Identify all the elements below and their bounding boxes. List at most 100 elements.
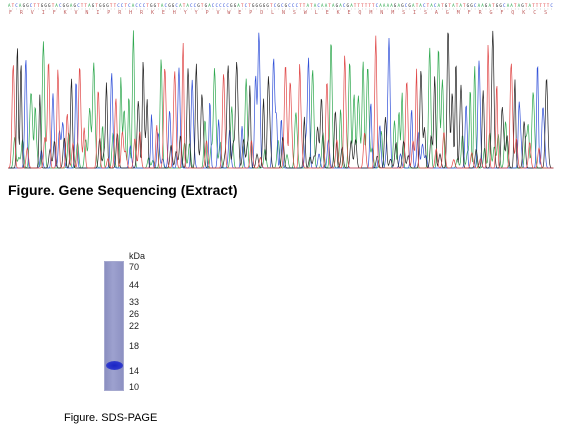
sequence-letter: A xyxy=(55,3,58,8)
sequence-letter: T xyxy=(270,3,273,8)
sequence-letter: T xyxy=(110,3,113,8)
sequence-letter: C xyxy=(288,3,291,8)
sequence-letter: G xyxy=(106,3,109,8)
sequence-letter: T xyxy=(368,3,371,8)
sequence-letter: T xyxy=(183,3,186,8)
sequence-letter: C xyxy=(117,3,120,8)
sequence-letter: C xyxy=(165,3,168,8)
sequence-letter: C xyxy=(216,3,219,8)
sequence-letter: T xyxy=(365,3,368,8)
sequence-letter: G xyxy=(347,3,350,8)
amino-acid-letter: F xyxy=(468,10,471,16)
amino-acid-letter: I xyxy=(96,10,99,16)
sequence-letter: T xyxy=(299,3,302,8)
sequence-letter: G xyxy=(496,3,499,8)
sequence-letter: C xyxy=(274,3,277,8)
sequence-letter: A xyxy=(132,3,135,8)
sequence-letter: C xyxy=(281,3,284,8)
sequence-letter: A xyxy=(237,3,240,8)
amino-acid-letter: P xyxy=(107,10,110,16)
amino-acid-letter: M xyxy=(391,10,394,16)
sequence-letter: G xyxy=(445,3,448,8)
sequence-letter: T xyxy=(448,3,451,8)
sequence-letter: C xyxy=(15,3,18,8)
sequence-letter: C xyxy=(139,3,142,8)
sequence-letter: G xyxy=(99,3,102,8)
amino-acid-letter: E xyxy=(238,10,241,16)
amino-acid-letter: E xyxy=(348,10,351,16)
marker-label-26: 26 xyxy=(129,309,140,319)
sequence-letter: G xyxy=(499,3,502,8)
gel-lane xyxy=(104,261,124,391)
sequence-letter: T xyxy=(34,3,37,8)
sequence-letter: A xyxy=(208,3,211,8)
amino-acid-letter: G xyxy=(446,10,449,16)
sequence-letter: G xyxy=(103,3,106,8)
sequence-letter: G xyxy=(66,3,69,8)
sequence-letter: T xyxy=(547,3,550,8)
sequence-letter: C xyxy=(190,3,193,8)
sequence-letter: C xyxy=(423,3,426,8)
sequence-letter: C xyxy=(317,3,320,8)
sequence-letter: T xyxy=(441,3,444,8)
sequence-letter: G xyxy=(521,3,524,8)
protein-band xyxy=(106,361,123,371)
sequence-letter: A xyxy=(179,3,182,8)
sequence-letter: A xyxy=(529,3,532,8)
sequence-letter: A xyxy=(518,3,521,8)
sequence-letter: C xyxy=(143,3,146,8)
sequence-letter: G xyxy=(23,3,26,8)
marker-unit-label: kDa xyxy=(129,251,146,261)
sequence-letter: T xyxy=(248,3,251,8)
sequence-letter: G xyxy=(230,3,233,8)
sequence-letter: T xyxy=(539,3,542,8)
sequence-letter: T xyxy=(241,3,244,8)
sequence-letter: C xyxy=(30,3,33,8)
amino-acid-letter: R xyxy=(479,10,483,16)
sequence-letter: G xyxy=(336,3,339,8)
sequence-letter: G xyxy=(172,3,175,8)
amino-acid-letter: H xyxy=(173,10,176,16)
sequence-letter: T xyxy=(543,3,546,8)
amino-acid-letter: R xyxy=(20,10,24,16)
sequence-letter: T xyxy=(12,3,15,8)
amino-acid-letter: M xyxy=(457,10,460,16)
amino-acid-letter: F xyxy=(9,10,12,16)
sequence-letter: T xyxy=(427,3,430,8)
sequence-letter: A xyxy=(438,3,441,8)
sequence-letter: T xyxy=(310,3,313,8)
molecular-weight-markers: kDa 70 44 33 26 22 18 14 10 xyxy=(129,251,169,396)
sequence-letter: T xyxy=(37,3,40,8)
amino-acid-letter: S xyxy=(544,10,547,16)
sequence-letter: T xyxy=(525,3,528,8)
amino-acid-letter: W xyxy=(304,10,308,16)
sequence-letter: C xyxy=(550,3,553,8)
amino-acid-letter: P xyxy=(249,10,252,16)
sequence-letter: C xyxy=(405,3,408,8)
amino-acid-letter: N xyxy=(380,10,383,16)
sequence-letter: G xyxy=(485,3,488,8)
sequence-letter: T xyxy=(52,3,55,8)
sequence-letter: T xyxy=(146,3,149,8)
amino-acid-letter: S xyxy=(402,10,405,16)
amino-acid-letter: S xyxy=(293,10,296,16)
sequence-letter: G xyxy=(277,3,280,8)
sequence-letter: A xyxy=(325,3,328,8)
trace-G-line xyxy=(8,30,554,169)
amino-acid-letter: A xyxy=(435,10,438,16)
marker-label-70: 70 xyxy=(129,262,140,272)
trace-T-line xyxy=(8,35,554,169)
sequence-letter: C xyxy=(128,3,131,8)
amino-acid-letter: G xyxy=(490,10,493,16)
sequence-letter: C xyxy=(212,3,215,8)
sequence-letter: A xyxy=(387,3,390,8)
sequence-letter: A xyxy=(332,3,335,8)
sequence-letter: T xyxy=(514,3,517,8)
sequence-letter: A xyxy=(459,3,462,8)
sequence-letter: G xyxy=(150,3,153,8)
sequence-letter: G xyxy=(92,3,95,8)
sequence-letter: A xyxy=(430,3,433,8)
amino-acid-letter: Q xyxy=(511,10,514,16)
